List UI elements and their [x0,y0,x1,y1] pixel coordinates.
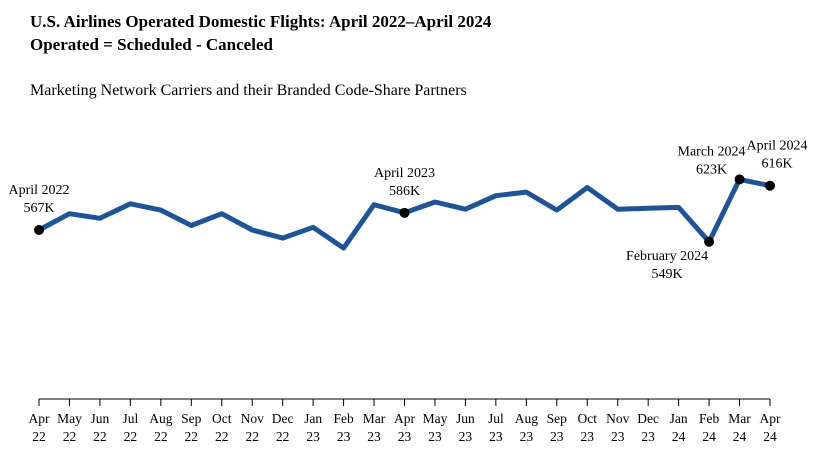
x-tick-label-month: Jun [91,411,110,426]
x-tick-label-month: Mar [363,411,386,426]
x-tick-label-month: Feb [699,411,720,426]
x-tick-label-year: 22 [63,429,77,444]
x-tick-label-year: 24 [702,429,716,444]
x-tick-label-month: Oct [212,411,232,426]
x-tick-label-month: Apr [29,411,50,426]
highlight-markers [34,174,775,247]
x-tick-label-month: May [57,411,82,426]
x-tick-label-year: 24 [733,429,747,444]
x-tick-label-month: Jan [304,411,322,426]
x-tick-label-year: 24 [763,429,777,444]
x-tick-label-month: Nov [241,411,264,426]
chart-subtitle: Marketing Network Carriers and their Bra… [30,82,467,99]
x-tick-label-month: Jun [456,411,475,426]
x-tick-label-month: Jan [670,411,688,426]
x-tick-label-year: 22 [215,429,229,444]
data-point-marker [399,207,410,218]
x-tick-label-month: Feb [333,411,354,426]
x-tick-label-year: 22 [124,429,138,444]
data-point-marker [734,174,745,185]
annotation-label: April 2023 [374,166,435,181]
chart-title: U.S. Airlines Operated Domestic Flights:… [30,12,492,31]
x-tick-label-year: 22 [154,429,168,444]
annotation-label: April 2024 [746,139,807,154]
x-tick-label-year: 23 [641,429,655,444]
x-tick-label-month: Oct [578,411,598,426]
x-tick-label-year: 22 [32,429,46,444]
x-tick-label-year: 23 [489,429,503,444]
annotation-value: 549K [652,267,683,282]
annotations: April 2022 567K April 2023 586K February 202… [8,139,807,282]
data-point-marker [34,225,44,236]
x-tick-label-month: Mar [728,411,751,426]
x-tick-label-year: 23 [306,429,320,444]
x-tick-label-month: Jul [122,411,138,426]
annotation-value: 567K [23,201,54,216]
x-tick-label-month: May [423,411,448,426]
x-tick-label-year: 22 [245,429,259,444]
annotation-label: February 2024 [626,249,708,264]
x-tick-label-year: 23 [611,429,625,444]
annotation-value: 616K [761,157,792,172]
x-tick-label-month: Dec [637,411,659,426]
annotation-value: 586K [389,184,420,199]
x-tick-label-month: Jul [488,411,504,426]
x-tick-label-month: Aug [515,411,538,426]
data-point-marker [704,236,715,247]
x-tick-label-year: 23 [398,429,412,444]
x-tick-label-year: 22 [93,429,107,444]
x-axis: Apr 22 May 22 Jun 22 Jul 22 Aug 22 Sep 22 Oct 22 Nov 22… [29,398,781,444]
annotation-label: March 2024 [678,144,746,159]
x-tick-label-month: Nov [606,411,629,426]
x-tick-label-year: 23 [459,429,473,444]
data-point-marker [765,180,775,191]
x-tick-label-month: Aug [149,411,172,426]
x-tick-label-year: 23 [367,429,381,444]
x-tick-label-year: 22 [185,429,199,444]
annotation-label: April 2022 [8,183,69,198]
x-tick-label-year: 22 [276,429,290,444]
chart-title-formula: Operated = Scheduled - Canceled [30,35,273,54]
x-tick-label-month: Apr [394,411,415,426]
x-tick-label-year: 23 [520,429,534,444]
x-tick-label-year: 24 [672,429,686,444]
x-tick-label-year: 23 [428,429,442,444]
x-tick-label-month: Sep [181,411,202,426]
x-tick-label-year: 23 [581,429,595,444]
x-tick-label-month: Sep [547,411,568,426]
x-tick-label-year: 23 [550,429,564,444]
x-tick-label-month: Dec [272,411,294,426]
x-tick-label-year: 23 [337,429,351,444]
annotation-value: 623K [696,162,727,177]
x-tick-label-month: Apr [760,411,781,426]
